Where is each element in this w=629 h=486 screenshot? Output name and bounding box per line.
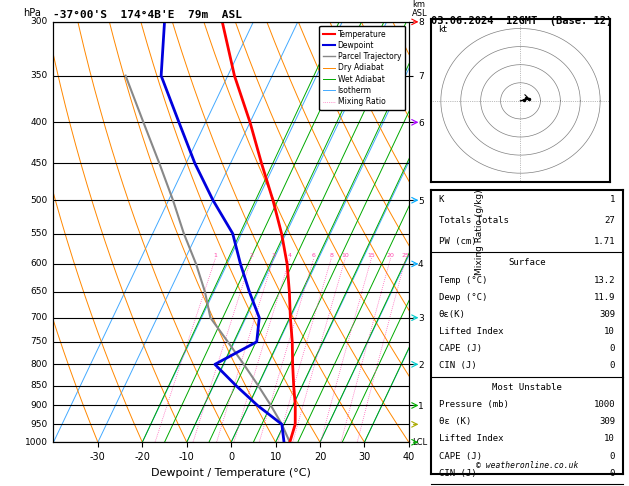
- Text: 27: 27: [604, 216, 615, 225]
- Text: 0: 0: [610, 451, 615, 461]
- Text: 600: 600: [31, 260, 48, 268]
- Text: 0: 0: [610, 361, 615, 370]
- Text: 4: 4: [288, 253, 292, 258]
- Text: Lifted Index: Lifted Index: [438, 327, 503, 336]
- Text: Lifted Index: Lifted Index: [438, 434, 503, 444]
- Text: 10: 10: [342, 253, 349, 258]
- Text: © weatheronline.co.uk: © weatheronline.co.uk: [476, 461, 578, 470]
- Text: 350: 350: [31, 71, 48, 80]
- Text: 25: 25: [402, 253, 409, 258]
- Text: 3: 3: [272, 253, 276, 258]
- Text: kt: kt: [438, 25, 447, 35]
- Text: 1000: 1000: [25, 438, 48, 447]
- Text: 1.71: 1.71: [594, 237, 615, 245]
- Text: Dewp (°C): Dewp (°C): [438, 293, 487, 302]
- Text: θε(K): θε(K): [438, 310, 465, 319]
- Text: CIN (J): CIN (J): [438, 469, 476, 478]
- Text: 10: 10: [604, 327, 615, 336]
- Text: θε (K): θε (K): [438, 417, 470, 427]
- Text: 1: 1: [214, 253, 218, 258]
- Text: 1: 1: [610, 195, 615, 204]
- Text: 03.06.2024  12GMT  (Base: 12): 03.06.2024 12GMT (Base: 12): [431, 16, 612, 26]
- X-axis label: Dewpoint / Temperature (°C): Dewpoint / Temperature (°C): [151, 468, 311, 478]
- Text: hPa: hPa: [23, 8, 41, 17]
- Text: 0: 0: [610, 344, 615, 353]
- Text: 13.2: 13.2: [594, 276, 615, 285]
- Text: Mixing Ratio (g/kg): Mixing Ratio (g/kg): [476, 189, 484, 275]
- Legend: Temperature, Dewpoint, Parcel Trajectory, Dry Adiabat, Wet Adiabat, Isotherm, Mi: Temperature, Dewpoint, Parcel Trajectory…: [320, 26, 405, 110]
- Text: 850: 850: [31, 381, 48, 390]
- Text: Totals Totals: Totals Totals: [438, 216, 508, 225]
- Text: 450: 450: [31, 159, 48, 168]
- Text: km
ASL: km ASL: [413, 0, 428, 17]
- Text: Pressure (mb): Pressure (mb): [438, 400, 508, 410]
- Text: 650: 650: [31, 287, 48, 296]
- Text: 11.9: 11.9: [594, 293, 615, 302]
- Text: 500: 500: [31, 196, 48, 205]
- Text: 1000: 1000: [594, 400, 615, 410]
- Text: CAPE (J): CAPE (J): [438, 344, 482, 353]
- Text: 8: 8: [330, 253, 333, 258]
- Text: -37°00'S  174°4B'E  79m  ASL: -37°00'S 174°4B'E 79m ASL: [53, 10, 242, 20]
- Text: 900: 900: [31, 401, 48, 410]
- Text: Temp (°C): Temp (°C): [438, 276, 487, 285]
- Text: CAPE (J): CAPE (J): [438, 451, 482, 461]
- Text: 0: 0: [610, 469, 615, 478]
- Text: 6: 6: [312, 253, 316, 258]
- Text: Most Unstable: Most Unstable: [492, 383, 562, 392]
- Text: 309: 309: [599, 417, 615, 427]
- Text: CIN (J): CIN (J): [438, 361, 476, 370]
- Text: 400: 400: [31, 118, 48, 127]
- Text: 20: 20: [387, 253, 394, 258]
- Text: LCL: LCL: [413, 438, 428, 447]
- Text: 300: 300: [31, 17, 48, 26]
- Text: 15: 15: [367, 253, 376, 258]
- Text: 309: 309: [599, 310, 615, 319]
- Text: 550: 550: [31, 229, 48, 238]
- Text: PW (cm): PW (cm): [438, 237, 476, 245]
- Text: K: K: [438, 195, 444, 204]
- Text: 10: 10: [604, 434, 615, 444]
- Text: Surface: Surface: [508, 258, 545, 267]
- Text: 800: 800: [31, 360, 48, 369]
- Text: 950: 950: [31, 420, 48, 429]
- Text: 2: 2: [250, 253, 253, 258]
- Text: 700: 700: [31, 313, 48, 322]
- Text: 750: 750: [31, 337, 48, 347]
